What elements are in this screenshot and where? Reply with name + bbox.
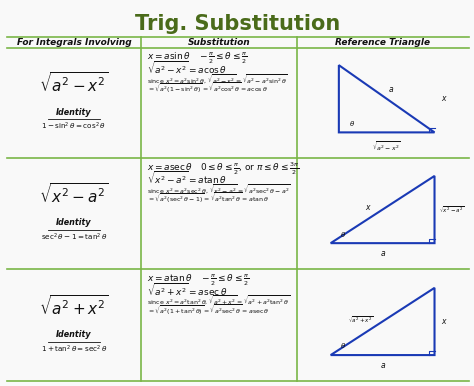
Text: $x$: $x$	[441, 94, 447, 103]
Text: Substitution: Substitution	[188, 38, 250, 47]
Text: $\sqrt{a^2 + x^2}$: $\sqrt{a^2 + x^2}$	[39, 294, 109, 318]
Text: $x$: $x$	[365, 203, 372, 212]
Text: $a$: $a$	[380, 361, 386, 370]
Text: $x = a\sin\theta \quad -\frac{\pi}{2} \leq \theta \leq \frac{\pi}{2}$: $x = a\sin\theta \quad -\frac{\pi}{2} \l…	[147, 51, 247, 66]
Text: $\sqrt{a^2-x^2}$: $\sqrt{a^2-x^2}$	[372, 139, 401, 152]
Text: $\theta$: $\theta$	[340, 230, 346, 239]
Text: Trig. Substitution: Trig. Substitution	[135, 14, 340, 34]
Text: since $x^2 = a^2\tan^2\theta$, $\sqrt{a^2+x^2} = \sqrt{a^2 + a^2\tan^2\theta}$: since $x^2 = a^2\tan^2\theta$, $\sqrt{a^…	[147, 293, 290, 306]
Text: $\sqrt{a^2 + x^2} = a\sec\theta$: $\sqrt{a^2 + x^2} = a\sec\theta$	[147, 282, 227, 299]
Text: $x = a\tan\theta \quad -\frac{\pi}{2} \leq \theta \leq \frac{\pi}{2}$: $x = a\tan\theta \quad -\frac{\pi}{2} \l…	[147, 272, 249, 288]
Text: $\theta$: $\theta$	[340, 342, 346, 350]
Text: $\sqrt{a^2 - x^2} = a\cos\theta$: $\sqrt{a^2 - x^2} = a\cos\theta$	[147, 60, 227, 78]
Text: $\sqrt{a^2+x^2}$: $\sqrt{a^2+x^2}$	[347, 315, 373, 325]
Text: $\sec^2\theta - 1 = \tan^2\theta$: $\sec^2\theta - 1 = \tan^2\theta$	[41, 232, 107, 243]
Text: $\sqrt{x^2 - a^2} = a\tan\theta$: $\sqrt{x^2 - a^2} = a\tan\theta$	[147, 170, 227, 188]
Text: $x$: $x$	[441, 317, 447, 326]
Text: $1 + \tan^2\theta = \sec^2\theta$: $1 + \tan^2\theta = \sec^2\theta$	[41, 344, 107, 355]
Text: since $x^2 = a^2\sin^2\theta$, $\sqrt{a^2-x^2} = \sqrt{a^2 - a^2\sin^2\theta}$: since $x^2 = a^2\sin^2\theta$, $\sqrt{a^…	[147, 72, 287, 85]
Text: $\sqrt{a^2 - x^2}$: $\sqrt{a^2 - x^2}$	[39, 71, 109, 95]
Text: $\sqrt{x^2 - a^2}$: $\sqrt{x^2 - a^2}$	[39, 182, 109, 206]
Text: Identity: Identity	[56, 330, 92, 339]
Text: since $x^2 = a^2\sec^2\theta$, $\sqrt{x^2-a^2} = \sqrt{a^2\sec^2\theta - a^2}$: since $x^2 = a^2\sec^2\theta$, $\sqrt{x^…	[147, 182, 291, 195]
Text: $\theta$: $\theta$	[349, 119, 356, 128]
Text: $a$: $a$	[380, 249, 386, 258]
Text: $= \sqrt{a^2(1-\sin^2\theta)} = \sqrt{a^2\cos^2\theta} = a\cos\theta$: $= \sqrt{a^2(1-\sin^2\theta)} = \sqrt{a^…	[147, 81, 268, 95]
Text: $1 - \sin^2\theta = \cos^2\theta$: $1 - \sin^2\theta = \cos^2\theta$	[41, 121, 107, 132]
Text: $a$: $a$	[388, 85, 394, 94]
Text: $= \sqrt{a^2(1+\tan^2\theta)} = \sqrt{a^2\sec^2\theta} = a\sec\theta$: $= \sqrt{a^2(1+\tan^2\theta)} = \sqrt{a^…	[147, 303, 269, 317]
Text: Reference Triangle: Reference Triangle	[335, 38, 430, 47]
Text: Identity: Identity	[56, 108, 92, 117]
Text: $= \sqrt{a^2(\sec^2\theta-1)} = \sqrt{a^2\tan^2\theta} = a\tan\theta$: $= \sqrt{a^2(\sec^2\theta-1)} = \sqrt{a^…	[147, 191, 269, 205]
Text: $x = a\sec\theta \quad 0 \leq \theta \leq \frac{\pi}{2}$, or $\pi \leq \theta \l: $x = a\sec\theta \quad 0 \leq \theta \le…	[147, 160, 299, 177]
Text: $\sqrt{x^2-a^2}$: $\sqrt{x^2-a^2}$	[439, 205, 465, 215]
Text: Identity: Identity	[56, 218, 92, 227]
Text: For Integrals Involving: For Integrals Involving	[17, 38, 131, 47]
